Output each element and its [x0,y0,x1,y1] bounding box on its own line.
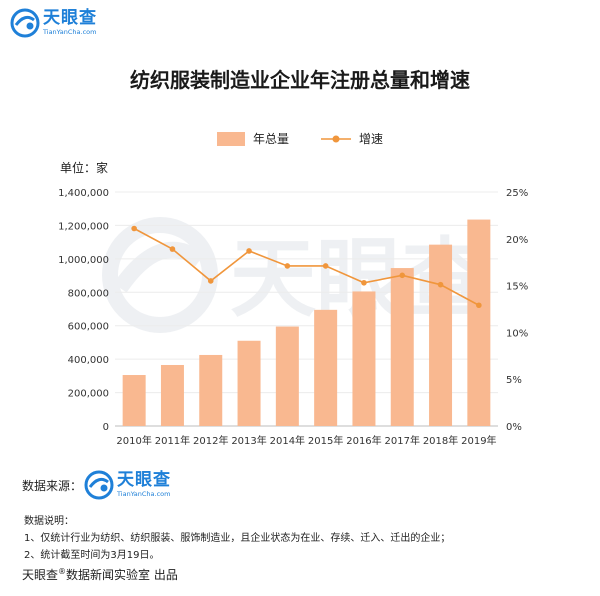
data-notes: 数据说明： 1、仅统计行业为纺织、纺织服装、服饰制造业，且企业状态为在业、存续、… [24,513,450,564]
legend-swatch-line [321,135,351,142]
y-left-tick-label: 200,000 [68,389,109,400]
tianyancha-logo-icon [84,470,114,500]
growth-point [361,279,367,286]
bar [199,354,223,426]
y-right-tick-label: 5% [506,375,522,386]
brand-logo: 天眼查 TianYanCha.com [10,8,97,38]
bar [467,219,491,426]
source-brand-url: TianYanCha.com [117,490,171,499]
growth-point [207,278,214,284]
legend-swatch-bar [216,131,245,146]
x-tick-label: 2012年 [193,434,228,447]
x-tick-label: 2011年 [155,434,190,447]
y-left-tick-label: 1,000,000 [58,255,109,266]
y-left-tick-label: 0 [103,422,109,433]
growth-point [437,281,444,288]
x-tick-label: 2014年 [270,434,305,447]
y-left-tick-label: 1,400,000 [58,188,109,199]
growth-point [284,263,291,269]
unit-label: 单位：家 [60,161,109,175]
growth-point [246,248,252,254]
y-right-tick-label: 10% [506,328,528,339]
bar [390,268,414,426]
legend-label-growth: 增速 [359,132,384,146]
y-left-tick-label: 400,000 [68,355,109,366]
tianyancha-logo-icon [10,8,40,38]
y-left-tick-label: 600,000 [68,322,109,333]
growth-point [476,302,482,309]
bar [275,326,299,426]
bar [429,244,453,426]
x-tick-label: 2019年 [461,434,496,447]
chart-legend: 年总量 增速 [0,130,600,147]
legend-label-total: 年总量 [252,132,289,146]
x-tick-label: 2010年 [116,434,151,447]
y-right-tick-label: 0% [506,422,522,433]
growth-point [399,272,406,279]
growth-point [131,225,137,232]
legend-item-growth: 增速 [321,130,383,147]
bar [160,364,184,426]
source-label: 数据来源： [22,478,83,493]
notes-heading: 数据说明： [24,516,74,527]
growth-point [322,263,329,269]
y-right-tick-label: 25% [506,188,528,199]
brand-name: 天眼查 [43,8,97,29]
credit-suffix: 数据新闻实验室 出品 [66,568,178,582]
credit-prefix: 天眼查 [22,568,59,582]
y-left-tick-label: 800,000 [68,288,109,299]
legend-item-total: 年总量 [216,130,289,147]
growth-point [169,246,176,252]
credit-line: 天眼查®数据新闻实验室 出品 [22,566,178,583]
source-brand-name: 天眼查 [117,470,172,491]
bar [122,375,146,426]
y-right-tick-label: 20% [506,235,528,246]
bar [314,309,338,426]
x-tick-label: 2013年 [231,434,266,447]
growth-line [133,227,480,306]
bar [352,291,376,426]
bar [237,340,261,426]
y-left-tick-label: 1,200,000 [58,221,109,232]
chart-canvas: 0 200,000 400,000 600,000 800,000 1,000,000 1,… [58,188,528,447]
notes-item: 2、统计截至时间为3月19日。 [24,550,160,561]
x-tick-label: 2018年 [423,434,458,447]
brand-url: TianYanCha.com [43,28,97,37]
x-tick-label: 2015年 [308,434,343,447]
source-row: 数据来源： 天眼查 TianYanCha.com [22,470,171,500]
chart-title: 纺织服装制造业企业年注册总量和增速 [130,68,470,92]
registered-mark: ® [58,567,67,576]
source-logo: 天眼查 TianYanCha.com [84,470,171,500]
notes-item: 1、仅统计行业为纺织、纺织服装、服饰制造业，且企业状态为在业、存续、迁入、迁出的… [24,533,451,544]
x-tick-label: 2016年 [346,434,381,447]
x-tick-label: 2017年 [385,434,420,447]
y-right-tick-label: 15% [506,282,528,293]
